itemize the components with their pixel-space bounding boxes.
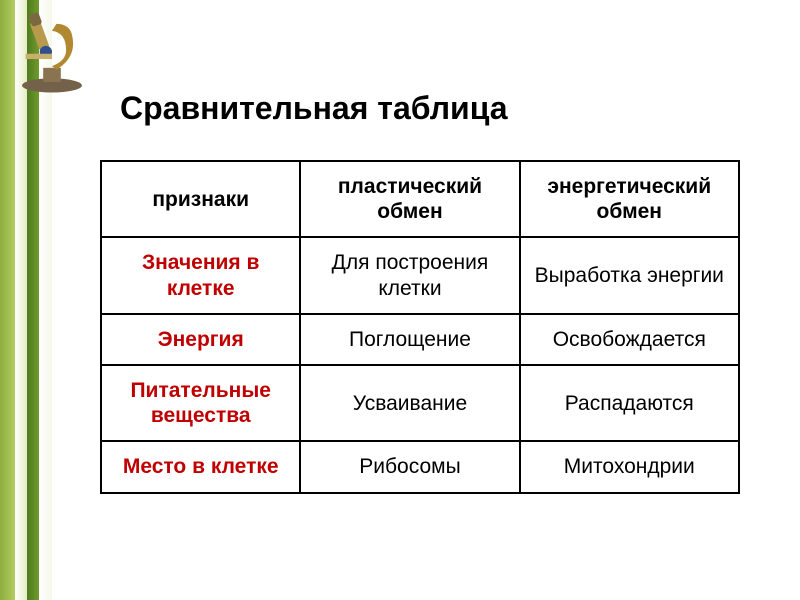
table-cell: Усваивание: [300, 365, 519, 441]
table-header: признаки: [101, 161, 300, 237]
row-label: Место в клетке: [101, 441, 300, 492]
table-row: Питательные вещества Усваивание Распадаю…: [101, 365, 739, 441]
table-cell: Выработка энергии: [520, 237, 739, 313]
microscope-icon: [8, 8, 96, 96]
table-header-row: признаки пластический обмен энергетическ…: [101, 161, 739, 237]
table-header: пластический обмен: [300, 161, 519, 237]
row-label: Значения в клетке: [101, 237, 300, 313]
comparison-table: признаки пластический обмен энергетическ…: [100, 160, 740, 494]
page-title: Сравнительная таблица: [120, 90, 508, 127]
table-header: энергетический обмен: [520, 161, 739, 237]
table-cell: Поглощение: [300, 314, 519, 365]
table-cell: Рибосомы: [300, 441, 519, 492]
table-row: Место в клетке Рибосомы Митохондрии: [101, 441, 739, 492]
row-label: Энергия: [101, 314, 300, 365]
table-cell: Освобождается: [520, 314, 739, 365]
table-row: Значения в клетке Для построения клетки …: [101, 237, 739, 313]
table-cell: Распадаются: [520, 365, 739, 441]
table-cell: Для построения клетки: [300, 237, 519, 313]
table-row: Энергия Поглощение Освобождается: [101, 314, 739, 365]
table-cell: Митохондрии: [520, 441, 739, 492]
row-label: Питательные вещества: [101, 365, 300, 441]
